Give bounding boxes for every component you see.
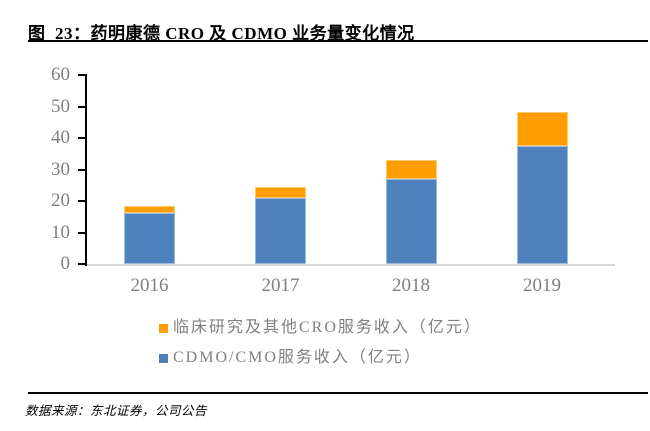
y-axis-tick-label: 10	[51, 221, 70, 243]
legend-label: 临床研究及其他CRO服务收入（亿元）	[173, 319, 482, 336]
y-axis-tick	[78, 263, 86, 265]
y-axis-tick	[78, 200, 86, 202]
y-axis-tick	[78, 231, 86, 234]
x-axis-label: 2019	[523, 275, 561, 296]
legend-swatch-cro	[159, 323, 168, 333]
bar-segment-2016-cdmo	[124, 212, 175, 264]
bar-segment-2019-cro	[516, 112, 568, 146]
y-axis-tick	[78, 105, 86, 108]
bar-segment-2018-cdmo	[385, 178, 437, 264]
y-axis-tick-label: 60	[51, 64, 70, 85]
bar-segment-2017-cro	[255, 186, 306, 198]
bar-segment-2017-cdmo	[255, 197, 306, 264]
x-axis-baseline	[87, 264, 615, 266]
footer-divider	[28, 392, 648, 394]
legend-item: CDMO/CMO服务收入（亿元）	[159, 349, 422, 367]
y-axis-tick-label: 40	[51, 127, 70, 148]
y-axis-tick-label: 0	[60, 253, 71, 274]
legend-label: CDMO/CMO服务收入（亿元）	[173, 349, 422, 366]
x-axis-label: 2017	[261, 275, 300, 296]
y-axis-tick-label: 20	[51, 190, 70, 211]
figure-title: 图 23：药明康德 CRO 及 CDMO 业务量变化情况	[28, 24, 415, 43]
y-axis-line	[85, 74, 87, 266]
bar-segment-2016-cro	[124, 205, 175, 213]
bar-segment-2018-cro	[385, 160, 437, 179]
x-axis-label: 2016	[130, 275, 169, 296]
data-source-note: 数据来源：东北证券，公司公告	[25, 404, 208, 418]
legend-swatch-cdmo	[159, 353, 168, 363]
legend-item: 临床研究及其他CRO服务收入（亿元）	[159, 319, 482, 337]
y-axis-tick-label: 50	[51, 95, 70, 117]
y-axis-tick	[78, 137, 86, 139]
y-axis-tick-label: 30	[51, 158, 70, 180]
y-axis-tick	[78, 74, 86, 76]
title-divider	[28, 40, 648, 42]
x-axis-label: 2018	[392, 275, 430, 296]
y-axis-tick	[78, 168, 86, 171]
bar-segment-2019-cdmo	[516, 145, 568, 264]
